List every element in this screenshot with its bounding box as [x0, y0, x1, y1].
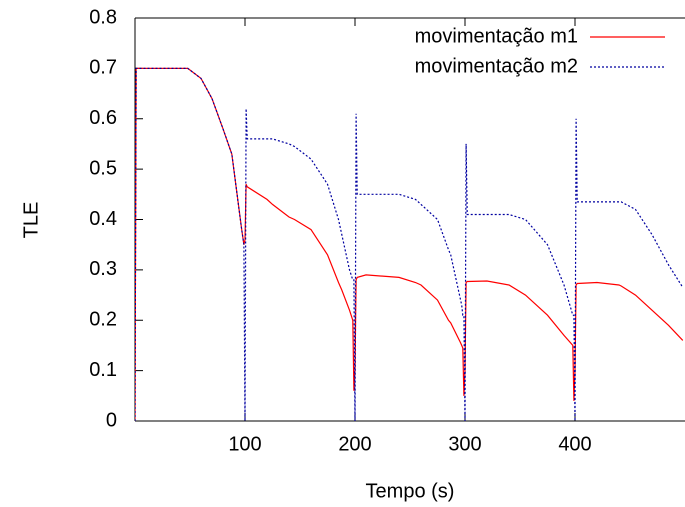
x-tick-label: 200: [338, 433, 371, 455]
legend-label: movimentação m2: [415, 55, 578, 77]
y-tick-label: 0: [106, 409, 117, 431]
y-tick-label: 0.3: [89, 258, 117, 280]
x-tick-label: 300: [448, 433, 481, 455]
x-tick-label: 100: [228, 433, 261, 455]
y-tick-label: 0.5: [89, 157, 117, 179]
y-tick-label: 0.2: [89, 309, 117, 331]
legend-label: movimentação m1: [415, 25, 578, 47]
x-axis-label: Tempo (s): [366, 480, 455, 502]
y-tick-label: 0.6: [89, 107, 117, 129]
y-axis-label: TLE: [20, 202, 42, 239]
y-tick-label: 0.8: [89, 6, 117, 28]
y-tick-label: 0.4: [89, 208, 117, 230]
y-tick-label: 0.1: [89, 359, 117, 381]
series-line: [135, 67, 684, 422]
plot-area: [135, 67, 684, 422]
x-tick-label: 400: [558, 433, 591, 455]
y-tick-label: 0.7: [89, 57, 117, 79]
series-line: [135, 67, 684, 422]
